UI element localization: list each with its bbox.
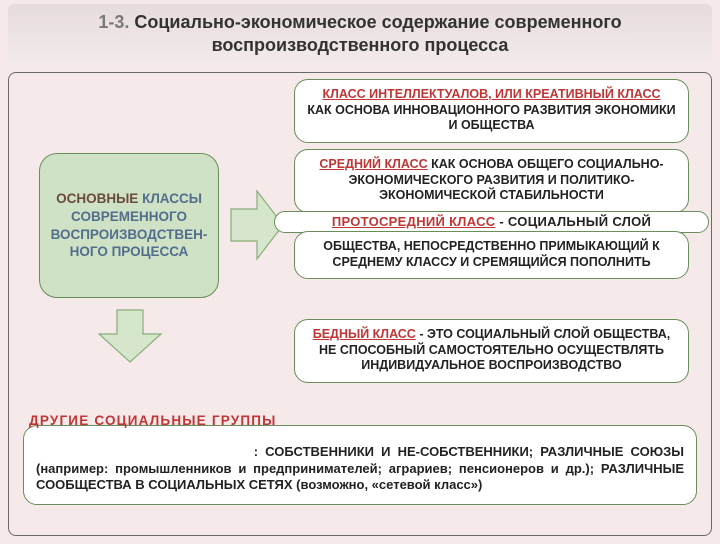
card3under-tail: - СОЦИАЛЬНЫЙ СЛОЙ	[495, 214, 651, 229]
card3-body: ОБЩЕСТВА, НЕПОСРЕДСТВЕННО ПРИМЫКАЮЩИЙ К …	[323, 239, 659, 269]
other-groups-content: : СОБСТВЕННИКИ И НЕ-СОБСТВЕННИКИ; РАЗЛИЧ…	[36, 444, 684, 492]
left-line4: НОГО ПРОЦЕССА	[70, 244, 189, 259]
card-proto-middle-heading: ПРОТОСРЕДНИЙ КЛАСС - СОЦИАЛЬНЫЙ СЛОЙ	[274, 211, 709, 233]
other-groups-label: ДРУГИЕ СОЦИАЛЬНЫЕ ГРУППЫ	[29, 413, 277, 428]
card1-highlight: КЛАСС ИНТЕЛЛЕКТУАЛОВ, ИЛИ КРЕАТИВНЫЙ КЛА…	[322, 87, 660, 101]
arrow-down-icon	[95, 308, 165, 364]
card-intellectual-class: КЛАСС ИНТЕЛЛЕКТУАЛОВ, ИЛИ КРЕАТИВНЫЙ КЛА…	[294, 79, 689, 143]
card-proto-middle-class: ОБЩЕСТВА, НЕПОСРЕДСТВЕННО ПРИМЫКАЮЩИЙ К …	[294, 231, 689, 279]
card-middle-class: СРЕДНИЙ КЛАСС КАК ОСНОВА ОБЩЕГО СОЦИАЛЬН…	[294, 149, 689, 213]
main-panel: ОСНОВНЫЕ КЛАССЫ СОВРЕМЕННОГО ВОСПРОИЗВОД…	[8, 72, 712, 536]
left-word2: КЛАССЫ	[142, 191, 202, 206]
left-line3: СОВРЕМЕННОГО ВОСПРОИЗВОДСТВЕН-	[51, 209, 208, 242]
other-groups-box: ДРУГИЕ СОЦИАЛЬНЫЕ ГРУППЫ: СОБСТВЕННИКИ И…	[23, 425, 697, 505]
card4-highlight: БЕДНЫЙ КЛАСС	[313, 327, 416, 341]
card3under-hl: ПРОТОСРЕДНИЙ КЛАСС	[332, 214, 496, 229]
arrow-down-shape	[99, 310, 161, 362]
card2-highlight: СРЕДНИЙ КЛАСС	[319, 157, 427, 171]
left-word1: ОСНОВНЫЕ	[56, 191, 138, 206]
card1-body: КАК ОСНОВА ИННОВАЦИОННОГО РАЗВИТИЯ ЭКОНО…	[307, 103, 675, 133]
main-classes-box: ОСНОВНЫЕ КЛАССЫ СОВРЕМЕННОГО ВОСПРОИЗВОД…	[39, 153, 219, 298]
title-text: Социально-экономическое содержание совре…	[134, 12, 621, 55]
title-prefix: 1-3.	[98, 12, 129, 32]
page-title: 1-3. Социально-экономическое содержание …	[8, 4, 712, 64]
other-groups-text: ДРУГИЕ СОЦИАЛЬНЫЕ ГРУППЫ: СОБСТВЕННИКИ И…	[36, 444, 684, 494]
card-poor-class: БЕДНЫЙ КЛАСС - ЭТО СОЦИАЛЬНЫЙ СЛОЙ ОБЩЕС…	[294, 319, 689, 383]
